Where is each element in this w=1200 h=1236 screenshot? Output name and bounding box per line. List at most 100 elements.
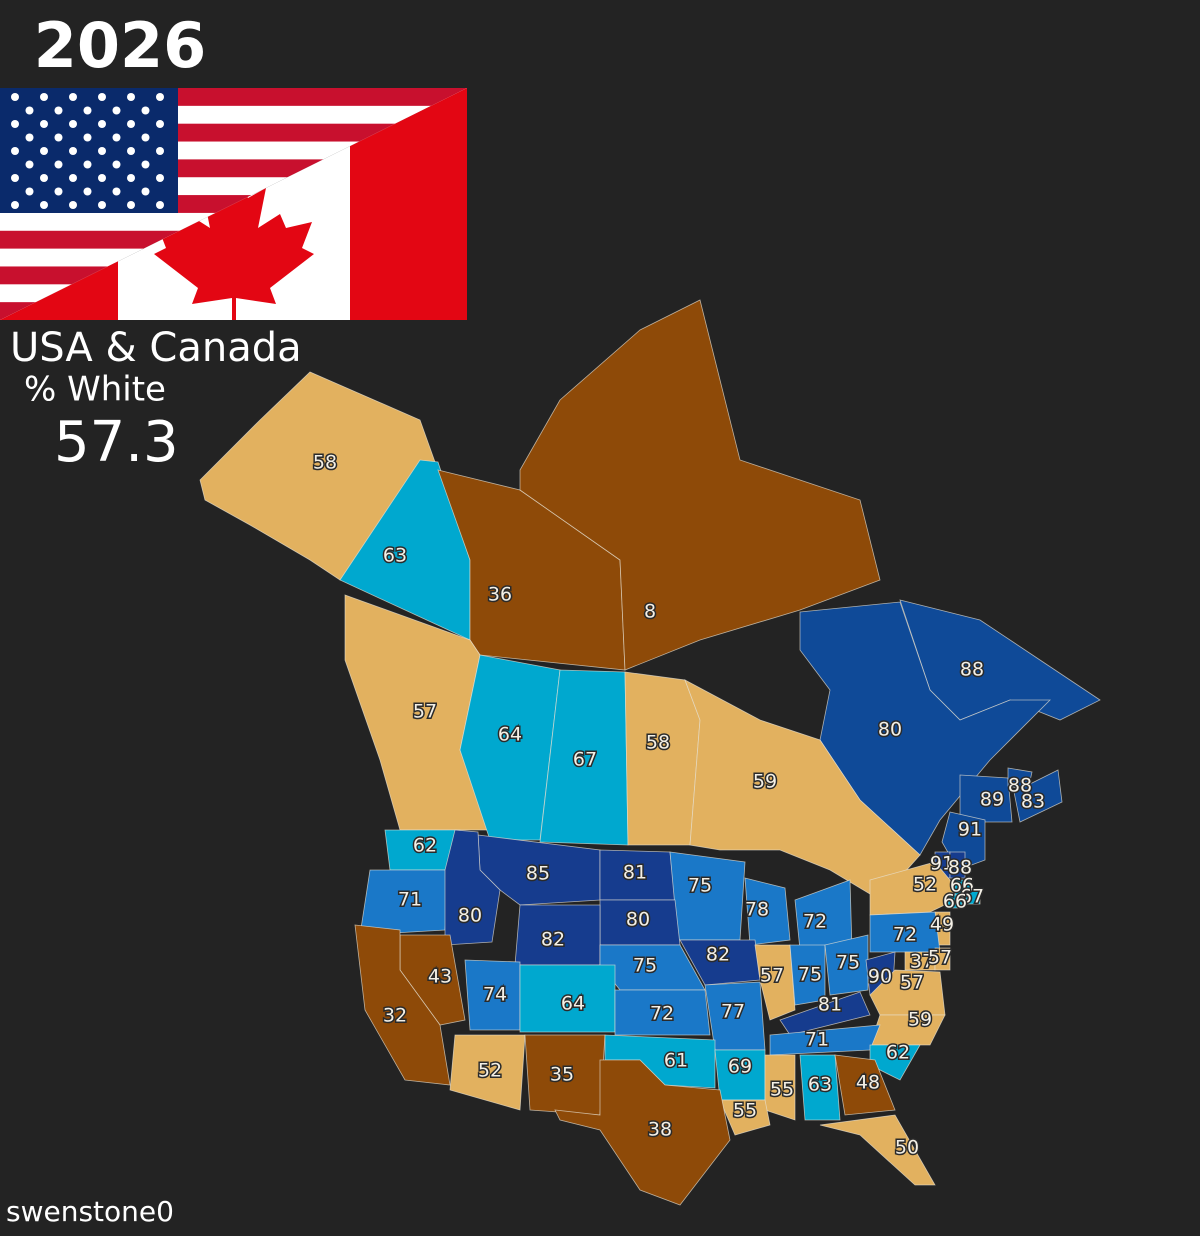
star <box>25 133 34 142</box>
region-label: 36 <box>488 584 512 606</box>
region-label: 62 <box>413 835 437 857</box>
region-label: 91 <box>958 819 982 841</box>
region-label: 85 <box>526 863 550 885</box>
region <box>834 1054 896 1116</box>
star <box>11 120 19 128</box>
region <box>934 947 951 971</box>
region-label: 57 <box>413 701 437 723</box>
region-label: 38 <box>648 1119 672 1141</box>
star <box>127 93 135 101</box>
star <box>83 160 92 169</box>
star <box>98 93 106 101</box>
region-label: 55 <box>770 1079 794 1101</box>
region-label: 89 <box>980 789 1004 811</box>
region <box>965 889 981 905</box>
region-label: 67 <box>960 886 984 908</box>
region-label: 77 <box>721 1001 745 1023</box>
region <box>754 944 796 1021</box>
star <box>156 120 164 128</box>
region-label: 88 <box>960 659 984 681</box>
region <box>554 1059 731 1206</box>
region <box>789 944 826 1006</box>
region-label: 81 <box>623 862 647 884</box>
region <box>684 679 921 901</box>
region-label: 88 <box>948 857 972 879</box>
region-label: 80 <box>458 905 482 927</box>
star <box>112 133 121 142</box>
region-label: 80 <box>878 719 902 741</box>
region-label: 59 <box>753 771 777 793</box>
region-label: 55 <box>733 1100 757 1122</box>
region <box>354 924 451 1086</box>
region-label: 78 <box>745 899 769 921</box>
region-label: 90 <box>868 966 892 988</box>
star <box>141 187 150 196</box>
region-label: 88 <box>1008 775 1032 797</box>
star <box>83 133 92 142</box>
star <box>127 174 135 182</box>
region-label: 49 <box>930 914 954 936</box>
star <box>83 187 92 196</box>
star <box>54 106 63 115</box>
region-label: 63 <box>383 545 407 567</box>
star <box>112 160 121 169</box>
region-label: 81 <box>818 994 842 1016</box>
star <box>98 120 106 128</box>
region-label: 64 <box>561 993 585 1015</box>
region-label: 83 <box>1021 791 1045 813</box>
star <box>54 187 63 196</box>
star <box>127 147 135 155</box>
region-label: 75 <box>798 964 822 986</box>
star <box>127 120 135 128</box>
region-label: 61 <box>664 1050 688 1072</box>
title: USA & Canada <box>10 325 302 371</box>
star <box>141 160 150 169</box>
star <box>54 160 63 169</box>
star <box>83 106 92 115</box>
regions <box>199 299 1101 1206</box>
region-label: 82 <box>706 944 730 966</box>
star <box>40 201 48 209</box>
region-label: 67 <box>573 749 597 771</box>
region <box>1013 769 1063 823</box>
year: 2026 <box>34 9 207 82</box>
region-label: 74 <box>483 984 507 1006</box>
region-label: 35 <box>550 1064 574 1086</box>
star <box>127 201 135 209</box>
star <box>69 93 77 101</box>
star <box>98 174 106 182</box>
region-label: 57 <box>760 965 784 987</box>
region-label: 62 <box>886 1042 910 1064</box>
region-label: 58 <box>313 452 337 474</box>
region-label: 8 <box>644 601 656 623</box>
region <box>744 877 791 946</box>
region <box>947 894 963 909</box>
region <box>519 299 881 671</box>
subtitle: % White <box>24 370 166 410</box>
region <box>779 991 871 1036</box>
flag <box>0 88 467 320</box>
star <box>40 174 48 182</box>
region <box>869 1044 921 1081</box>
star <box>141 106 150 115</box>
region-label: 57 <box>928 947 952 969</box>
region <box>819 1114 936 1186</box>
region <box>799 1054 841 1121</box>
star <box>11 174 19 182</box>
region-label: 58 <box>646 732 670 754</box>
region-label: 82 <box>541 929 565 951</box>
region <box>764 1054 796 1121</box>
region-label: 52 <box>478 1060 502 1082</box>
region <box>869 969 946 1016</box>
star <box>156 147 164 155</box>
region-label: 72 <box>803 911 827 933</box>
star <box>11 93 19 101</box>
star <box>11 147 19 155</box>
region-label: 37 <box>910 951 934 973</box>
region-label: 52 <box>913 874 937 896</box>
star <box>98 147 106 155</box>
star <box>69 174 77 182</box>
region-label: 80 <box>626 909 650 931</box>
region-label: 43 <box>428 966 452 988</box>
